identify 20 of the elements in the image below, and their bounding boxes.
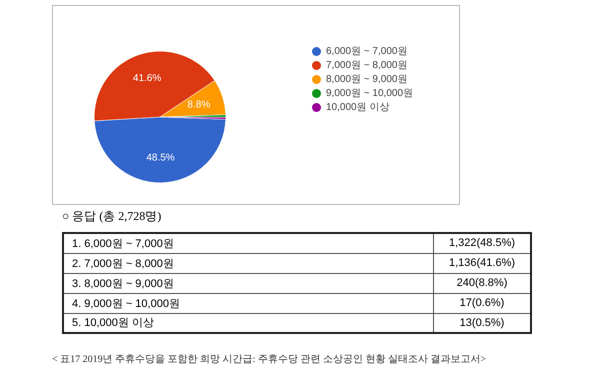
text: 240(8.8%) [434,273,531,293]
legend-label: 7,000원 ~ 8,000원 [325,59,408,72]
text: 1,322(48.5%) [434,233,531,253]
text: 5. 10,000원 이상 [63,313,434,333]
text: 3. 8,000원 ~ 9,000원 [63,273,434,293]
legend-label: 9,000원 ~ 10,000원 [325,87,414,100]
text: 1,136(41.6%) [434,253,531,273]
text: < 표17 2019년 주휴수당을 포함한 희망 시간급: 주휴수당 관련 소상공인 현황 실태조사 결과보고서> [52,353,486,366]
text: 4. 9,000원 ~ 10,000원 [63,293,434,313]
legend-label: 8,000원 ~ 9,000원 [325,73,408,86]
legend-label: 10,000원 이상 [325,101,390,114]
text: 17(0.6%) [434,293,531,313]
legend-label: 6,000원 ~ 7,000원 [325,45,408,58]
text: 41.6% [132,73,162,84]
text: 48.5% [146,152,175,164]
text: 2. 7,000원 ~ 8,000원 [63,253,434,273]
text: 1. 6,000원 ~ 7,000원 [63,233,434,253]
text: 13(0.5%) [434,313,531,333]
text: 8.8% [187,99,210,110]
text: ○ 응답 (총 2,728명) [62,208,162,225]
